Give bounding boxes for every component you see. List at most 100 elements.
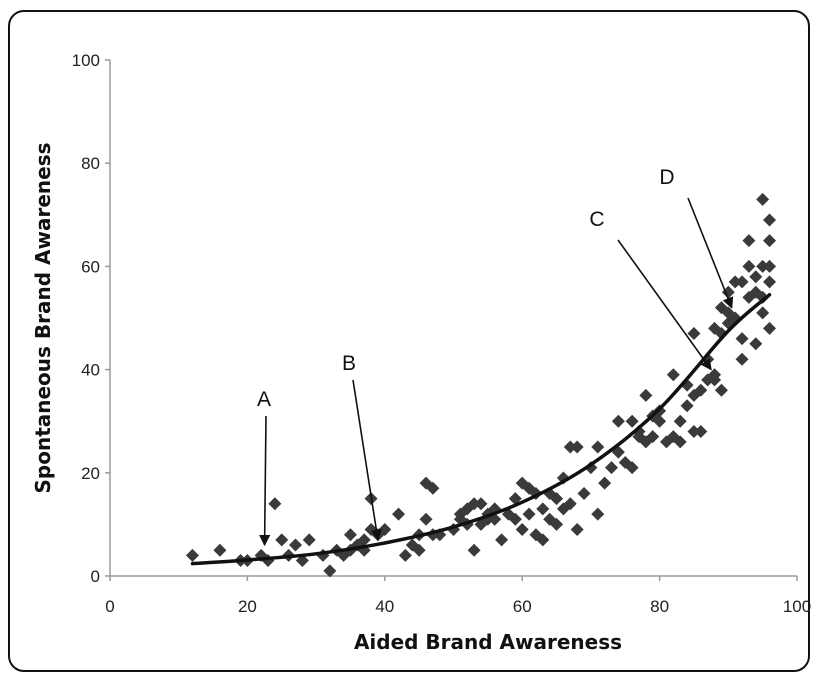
data-point <box>515 523 529 537</box>
data-point <box>426 481 440 495</box>
annotation-arrow <box>259 415 271 547</box>
data-point <box>708 368 722 382</box>
data-point <box>763 234 777 248</box>
data-point <box>735 275 749 289</box>
data-point <box>536 533 550 547</box>
data-point <box>625 461 639 475</box>
data-point <box>763 213 777 227</box>
data-point <box>501 507 515 521</box>
data-point <box>570 523 584 537</box>
data-point <box>343 528 357 542</box>
data-point <box>323 564 337 578</box>
data-point <box>728 275 742 289</box>
data-point <box>467 543 481 557</box>
data-point <box>763 321 777 335</box>
data-point <box>714 383 728 397</box>
data-point <box>412 543 426 557</box>
data-point <box>357 533 371 547</box>
data-point <box>763 275 777 289</box>
data-point <box>419 512 433 526</box>
y-axis-title: Spontaneous Brand Awareness <box>31 142 55 493</box>
y-tick-label: 20 <box>81 464 100 483</box>
data-point <box>288 538 302 552</box>
data-point <box>550 492 564 506</box>
x-tick-label: 100 <box>783 597 811 616</box>
x-tick-label: 60 <box>513 597 532 616</box>
annotation-arrow <box>687 197 734 309</box>
data-point <box>508 512 522 526</box>
data-point <box>577 486 591 500</box>
annotation-label: D <box>659 166 674 189</box>
axes <box>109 60 797 577</box>
data-point <box>763 259 777 273</box>
data-point <box>598 476 612 490</box>
data-point <box>646 430 660 444</box>
data-point <box>756 290 770 304</box>
data-point <box>756 192 770 206</box>
trend-line <box>190 293 772 566</box>
data-point <box>742 259 756 273</box>
annotation-label: A <box>257 388 271 411</box>
data-point <box>508 492 522 506</box>
data-point <box>398 548 412 562</box>
chart-frame <box>8 10 810 672</box>
data-point <box>756 259 770 273</box>
data-points <box>185 192 777 578</box>
data-point <box>453 507 467 521</box>
x-tick-label: 20 <box>238 597 257 616</box>
annotations: A B C D <box>257 166 734 547</box>
data-point <box>605 461 619 475</box>
annotation-label: C <box>589 208 604 231</box>
data-point <box>185 548 199 562</box>
y-tick-label: 100 <box>72 51 100 70</box>
y-ticks: 0 20 40 60 80 100 <box>72 51 110 586</box>
data-point <box>735 352 749 366</box>
data-point <box>735 332 749 346</box>
data-point <box>694 383 708 397</box>
y-tick-label: 60 <box>81 257 100 276</box>
annotation-arrow <box>352 379 382 541</box>
y-tick-label: 80 <box>81 154 100 173</box>
data-point <box>275 533 289 547</box>
annotation-arrow <box>617 239 712 371</box>
data-point <box>495 533 509 547</box>
data-point <box>742 234 756 248</box>
data-point <box>749 270 763 284</box>
data-point <box>392 507 406 521</box>
data-point <box>625 414 639 428</box>
data-point <box>522 507 536 521</box>
x-tick-label: 0 <box>105 597 114 616</box>
data-point <box>570 440 584 454</box>
x-ticks: 0 20 40 60 80 100 <box>105 576 811 616</box>
data-point <box>536 502 550 516</box>
data-point <box>756 306 770 320</box>
data-point <box>687 425 701 439</box>
annotation-label: B <box>342 352 356 375</box>
data-point <box>213 543 227 557</box>
data-point <box>563 440 577 454</box>
x-axis-title: Aided Brand Awareness <box>354 630 622 654</box>
data-point <box>611 414 625 428</box>
data-point <box>673 414 687 428</box>
data-point <box>666 368 680 382</box>
data-point <box>639 388 653 402</box>
data-point <box>673 435 687 449</box>
data-point <box>591 507 605 521</box>
data-point <box>268 497 282 511</box>
data-point <box>694 425 708 439</box>
data-point <box>591 440 605 454</box>
y-tick-label: 40 <box>81 361 100 380</box>
data-point <box>680 399 694 413</box>
data-point <box>302 533 316 547</box>
data-point <box>550 517 564 531</box>
x-tick-label: 80 <box>650 597 669 616</box>
data-point <box>687 326 701 340</box>
data-point <box>563 497 577 511</box>
y-tick-label: 0 <box>91 567 100 586</box>
data-point <box>467 497 481 511</box>
data-point <box>474 497 488 511</box>
data-point <box>749 337 763 351</box>
data-point <box>653 414 667 428</box>
x-tick-label: 40 <box>375 597 394 616</box>
